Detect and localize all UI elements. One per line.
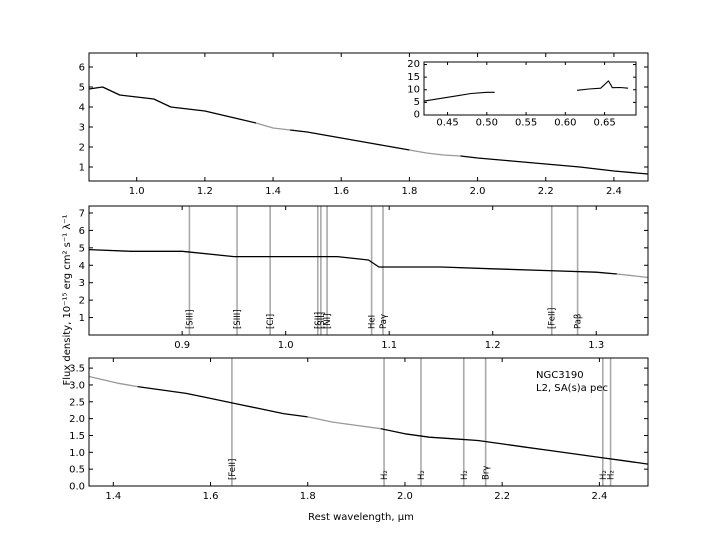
y-tick-label: 1 xyxy=(79,313,85,324)
y-tick-label: 10 xyxy=(407,84,420,95)
y-tick-label: 2 xyxy=(79,296,85,307)
emission-line-label: [SIII] xyxy=(233,309,243,329)
x-tick-label: 1.2 xyxy=(485,340,501,351)
spectrum-segment-black xyxy=(290,129,410,151)
y-tick-label: 1 xyxy=(79,163,85,174)
emission-line-label: Brγ xyxy=(482,466,492,480)
x-tick-label: 2.2 xyxy=(494,491,510,502)
y-tick-label: 3 xyxy=(79,278,85,289)
spectrum-segment-gray xyxy=(88,375,138,388)
y-tick-label: 1.0 xyxy=(69,448,85,459)
x-tick-label: 1.8 xyxy=(300,491,316,502)
spectrum-segment-gray xyxy=(409,149,461,157)
y-tick-label: 15 xyxy=(407,72,420,83)
inset-background xyxy=(424,62,636,115)
x-tick-label: 2.0 xyxy=(470,186,486,197)
y-tick-label: 5 xyxy=(79,243,85,254)
y-tick-label: 5 xyxy=(79,83,85,94)
plot-frame xyxy=(88,52,649,182)
emission-line-label: [SII] xyxy=(317,312,327,329)
x-tick-label: 2.4 xyxy=(606,186,622,197)
plot-frame xyxy=(88,205,649,336)
emission-line-label: [CI] xyxy=(266,314,276,329)
emission-line-label: H₂ xyxy=(380,470,390,480)
spectrum-segment-black xyxy=(137,385,308,418)
x-tick-label: 1.4 xyxy=(105,491,121,502)
emission-line-label: HeI xyxy=(368,315,378,329)
y-tick-label: 0.0 xyxy=(69,482,85,493)
object-class: L2, SA(s)a pec xyxy=(536,383,608,394)
x-tick-label: 0.65 xyxy=(593,118,615,129)
emission-line-label: [SII] xyxy=(314,312,324,329)
spectrum-segment-gray xyxy=(616,273,649,279)
middle-panel: [SIII] [SIII] [CI] [SII][SII][NI] HeI Paγ [FeI… xyxy=(79,205,649,351)
spectrum-segment-black xyxy=(88,86,257,124)
emission-line-label: [NI] xyxy=(323,314,333,330)
x-tick-label: 0.45 xyxy=(436,118,458,129)
x-tick-label: 1.6 xyxy=(333,186,349,197)
x-tick-label: 1.0 xyxy=(278,340,294,351)
plot-frame xyxy=(423,61,637,116)
emission-line-label: [FeII] xyxy=(548,308,558,329)
spectrum-segment-black xyxy=(88,248,617,275)
x-tick-label: 1.8 xyxy=(401,186,417,197)
x-tick-label: 1.1 xyxy=(381,340,397,351)
y-tick-label: 3 xyxy=(79,123,85,134)
y-tick-label: 7 xyxy=(79,208,85,219)
y-tick-label: 1.5 xyxy=(69,431,85,442)
x-tick-label: 2.0 xyxy=(397,491,413,502)
x-tick-label: 1.6 xyxy=(203,491,219,502)
y-axis-label: Flux density, 10⁻¹⁵ erg cm² s⁻¹ λ⁻¹ xyxy=(62,214,73,385)
y-tick-label: 2.0 xyxy=(69,414,85,425)
spectrum-segment-black xyxy=(380,428,649,465)
emission-line-label: H₂ xyxy=(599,470,609,480)
x-tick-label: 0.55 xyxy=(515,118,537,129)
emission-line-label: [FeII] xyxy=(228,459,238,480)
x-tick-label: 1.4 xyxy=(265,186,281,197)
x-tick-label: 0.50 xyxy=(476,118,498,129)
x-tick-label: 1.3 xyxy=(588,340,604,351)
y-tick-label: 6 xyxy=(79,226,85,237)
y-tick-label: 4 xyxy=(79,261,85,272)
y-tick-label: 4 xyxy=(79,103,85,114)
emission-line-label: Paβ xyxy=(574,314,584,329)
x-axis-label: Rest wavelength, μm xyxy=(308,512,414,523)
emission-line-label: [SIII] xyxy=(185,309,195,329)
y-tick-label: 20 xyxy=(407,59,420,70)
y-tick-label: 0.5 xyxy=(69,465,85,476)
y-tick-label: 5 xyxy=(414,97,420,108)
y-tick-label: 2.5 xyxy=(69,397,85,408)
plot-frame xyxy=(88,357,649,487)
spectrum-segment-black xyxy=(460,155,649,175)
top-panel: 1.0 1.2 1.4 1.6 1.8 2.0 2.2 2.4 1 2 3 4 5 6 xyxy=(79,52,649,197)
emission-line-label: Paγ xyxy=(379,314,389,329)
emission-line-label: H₂ xyxy=(607,470,617,480)
spectrum-segment-undefined xyxy=(423,91,495,102)
x-tick-label: 1.0 xyxy=(129,186,145,197)
x-tick-label: 0.9 xyxy=(174,340,190,351)
x-tick-label: 2.2 xyxy=(538,186,554,197)
y-tick-label: 3.0 xyxy=(69,380,85,391)
x-tick-label: 2.4 xyxy=(591,491,607,502)
emission-line-label: H₂ xyxy=(460,470,470,480)
spectrum-segment-gray xyxy=(255,122,291,131)
x-tick-label: 0.60 xyxy=(554,118,576,129)
emission-line-label: H₂ xyxy=(417,470,427,480)
y-tick-label: 0 xyxy=(414,110,420,121)
y-tick-label: 2 xyxy=(79,143,85,154)
y-tick-label: 3.5 xyxy=(69,364,85,375)
spectrum-segment-undefined xyxy=(577,80,629,91)
spectrum-segment-gray xyxy=(307,416,381,430)
x-tick-label: 1.2 xyxy=(197,186,213,197)
object-name: NGC3190 xyxy=(536,370,584,381)
y-tick-label: 6 xyxy=(79,63,85,74)
